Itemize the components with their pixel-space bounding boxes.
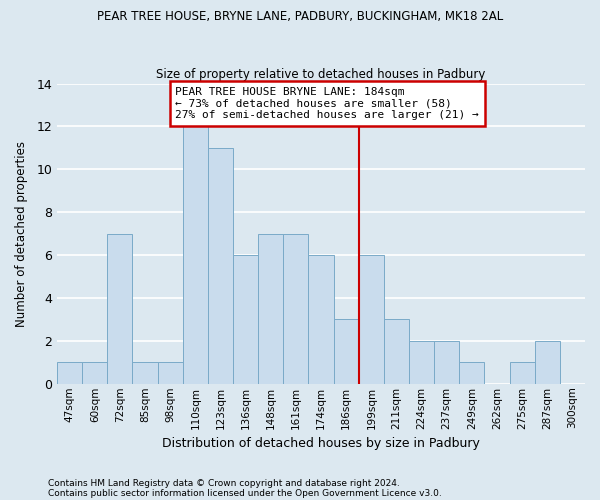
Text: PEAR TREE HOUSE BRYNE LANE: 184sqm
← 73% of detached houses are smaller (58)
27%: PEAR TREE HOUSE BRYNE LANE: 184sqm ← 73%… xyxy=(175,87,479,120)
Bar xyxy=(283,234,308,384)
Bar xyxy=(409,341,434,384)
Bar xyxy=(434,341,460,384)
Bar xyxy=(359,255,384,384)
Bar xyxy=(57,362,82,384)
Title: Size of property relative to detached houses in Padbury: Size of property relative to detached ho… xyxy=(157,68,486,81)
Bar xyxy=(535,341,560,384)
Bar xyxy=(460,362,484,384)
Text: Contains public sector information licensed under the Open Government Licence v3: Contains public sector information licen… xyxy=(48,488,442,498)
Text: PEAR TREE HOUSE, BRYNE LANE, PADBURY, BUCKINGHAM, MK18 2AL: PEAR TREE HOUSE, BRYNE LANE, PADBURY, BU… xyxy=(97,10,503,23)
Bar xyxy=(509,362,535,384)
Bar xyxy=(82,362,107,384)
Bar xyxy=(258,234,283,384)
Bar xyxy=(384,320,409,384)
Bar xyxy=(208,148,233,384)
Text: Contains HM Land Registry data © Crown copyright and database right 2024.: Contains HM Land Registry data © Crown c… xyxy=(48,478,400,488)
Bar xyxy=(107,234,133,384)
Bar xyxy=(308,255,334,384)
Bar xyxy=(183,126,208,384)
Bar xyxy=(233,255,258,384)
Bar xyxy=(133,362,158,384)
Y-axis label: Number of detached properties: Number of detached properties xyxy=(15,140,28,326)
Bar xyxy=(334,320,359,384)
Bar xyxy=(158,362,183,384)
X-axis label: Distribution of detached houses by size in Padbury: Distribution of detached houses by size … xyxy=(162,437,480,450)
